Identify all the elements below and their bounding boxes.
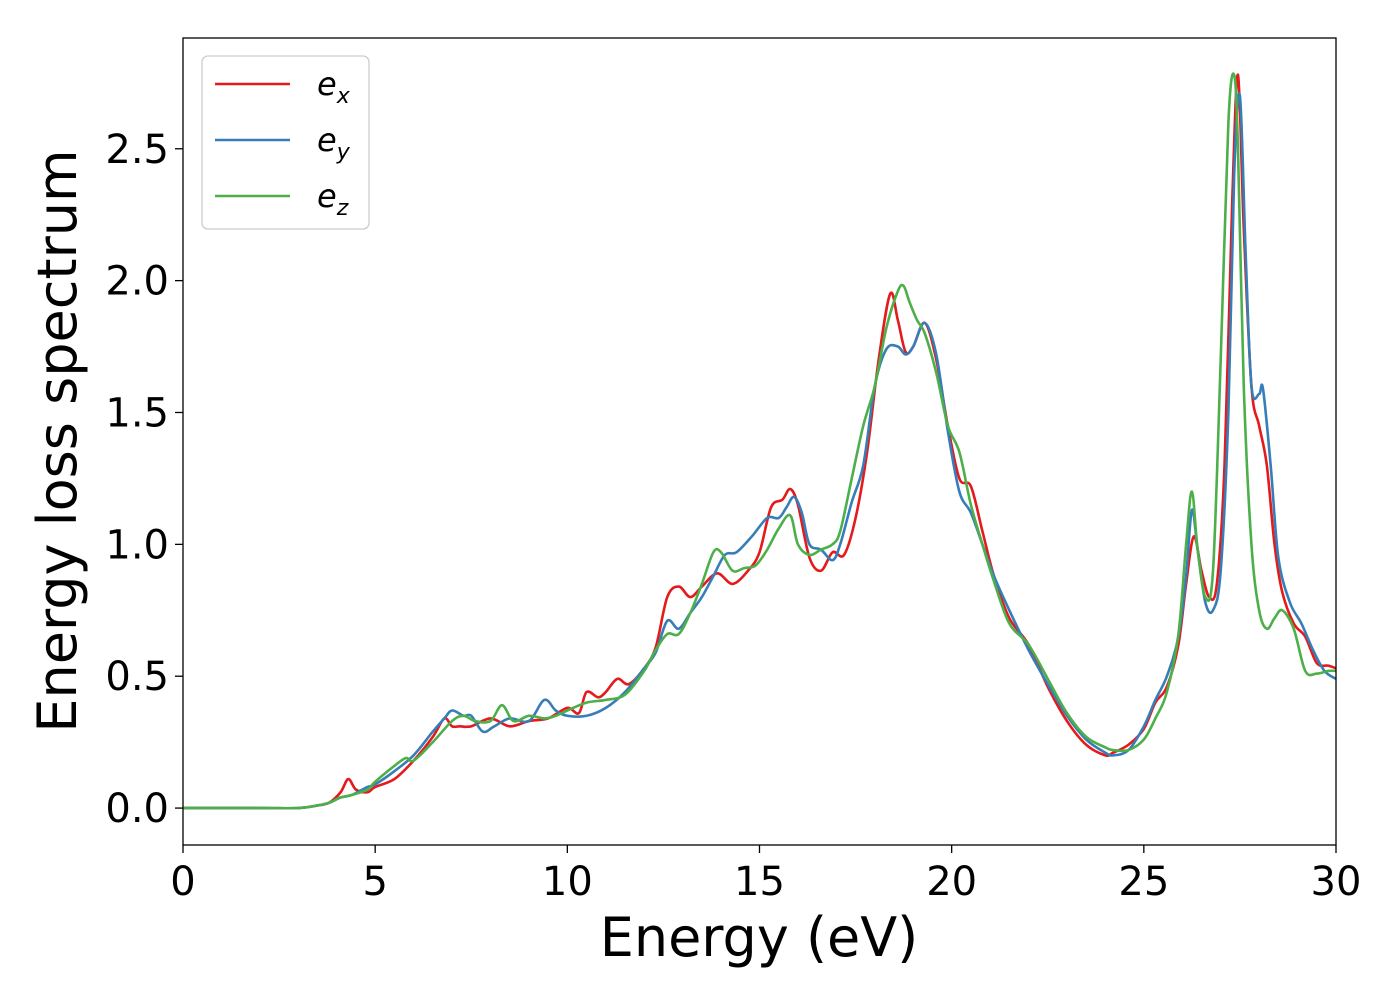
x-axis-title: Energy (eV)	[600, 906, 919, 969]
x-tick-label: 5	[362, 859, 387, 905]
series-lines	[183, 72, 1336, 810]
y-tick-label: 2.5	[105, 127, 169, 173]
legend-frame	[201, 55, 370, 230]
x-tick-label: 30	[1311, 859, 1362, 905]
y-tick-label: 0.0	[105, 786, 169, 832]
y-tick-label: 2.0	[105, 259, 169, 305]
legend-label-e_x: ex	[317, 65, 351, 109]
legend-label-e_z: ez	[317, 177, 349, 221]
plot-area	[182, 37, 1337, 846]
x-tick-label: 15	[734, 859, 785, 905]
legend: ex ey ez	[201, 55, 370, 230]
y-axis: 0.0 0.5 1.0 1.5 2.0 2.5	[105, 127, 183, 832]
y-axis-title: Energy loss spectrum	[26, 149, 89, 732]
x-tick-label: 20	[926, 859, 977, 905]
series-line-e_x	[183, 73, 1336, 810]
x-axis: 0 5 10 15 20 25 30	[170, 845, 1361, 905]
legend-label-e_y: ey	[317, 121, 351, 165]
x-tick-label: 10	[542, 859, 593, 905]
series-line-e_z	[183, 72, 1336, 810]
x-tick-label: 25	[1118, 859, 1169, 905]
y-tick-label: 0.5	[105, 654, 169, 700]
y-tick-label: 1.0	[105, 522, 169, 568]
x-tick-label: 0	[170, 859, 195, 905]
y-tick-label: 1.5	[105, 390, 169, 436]
